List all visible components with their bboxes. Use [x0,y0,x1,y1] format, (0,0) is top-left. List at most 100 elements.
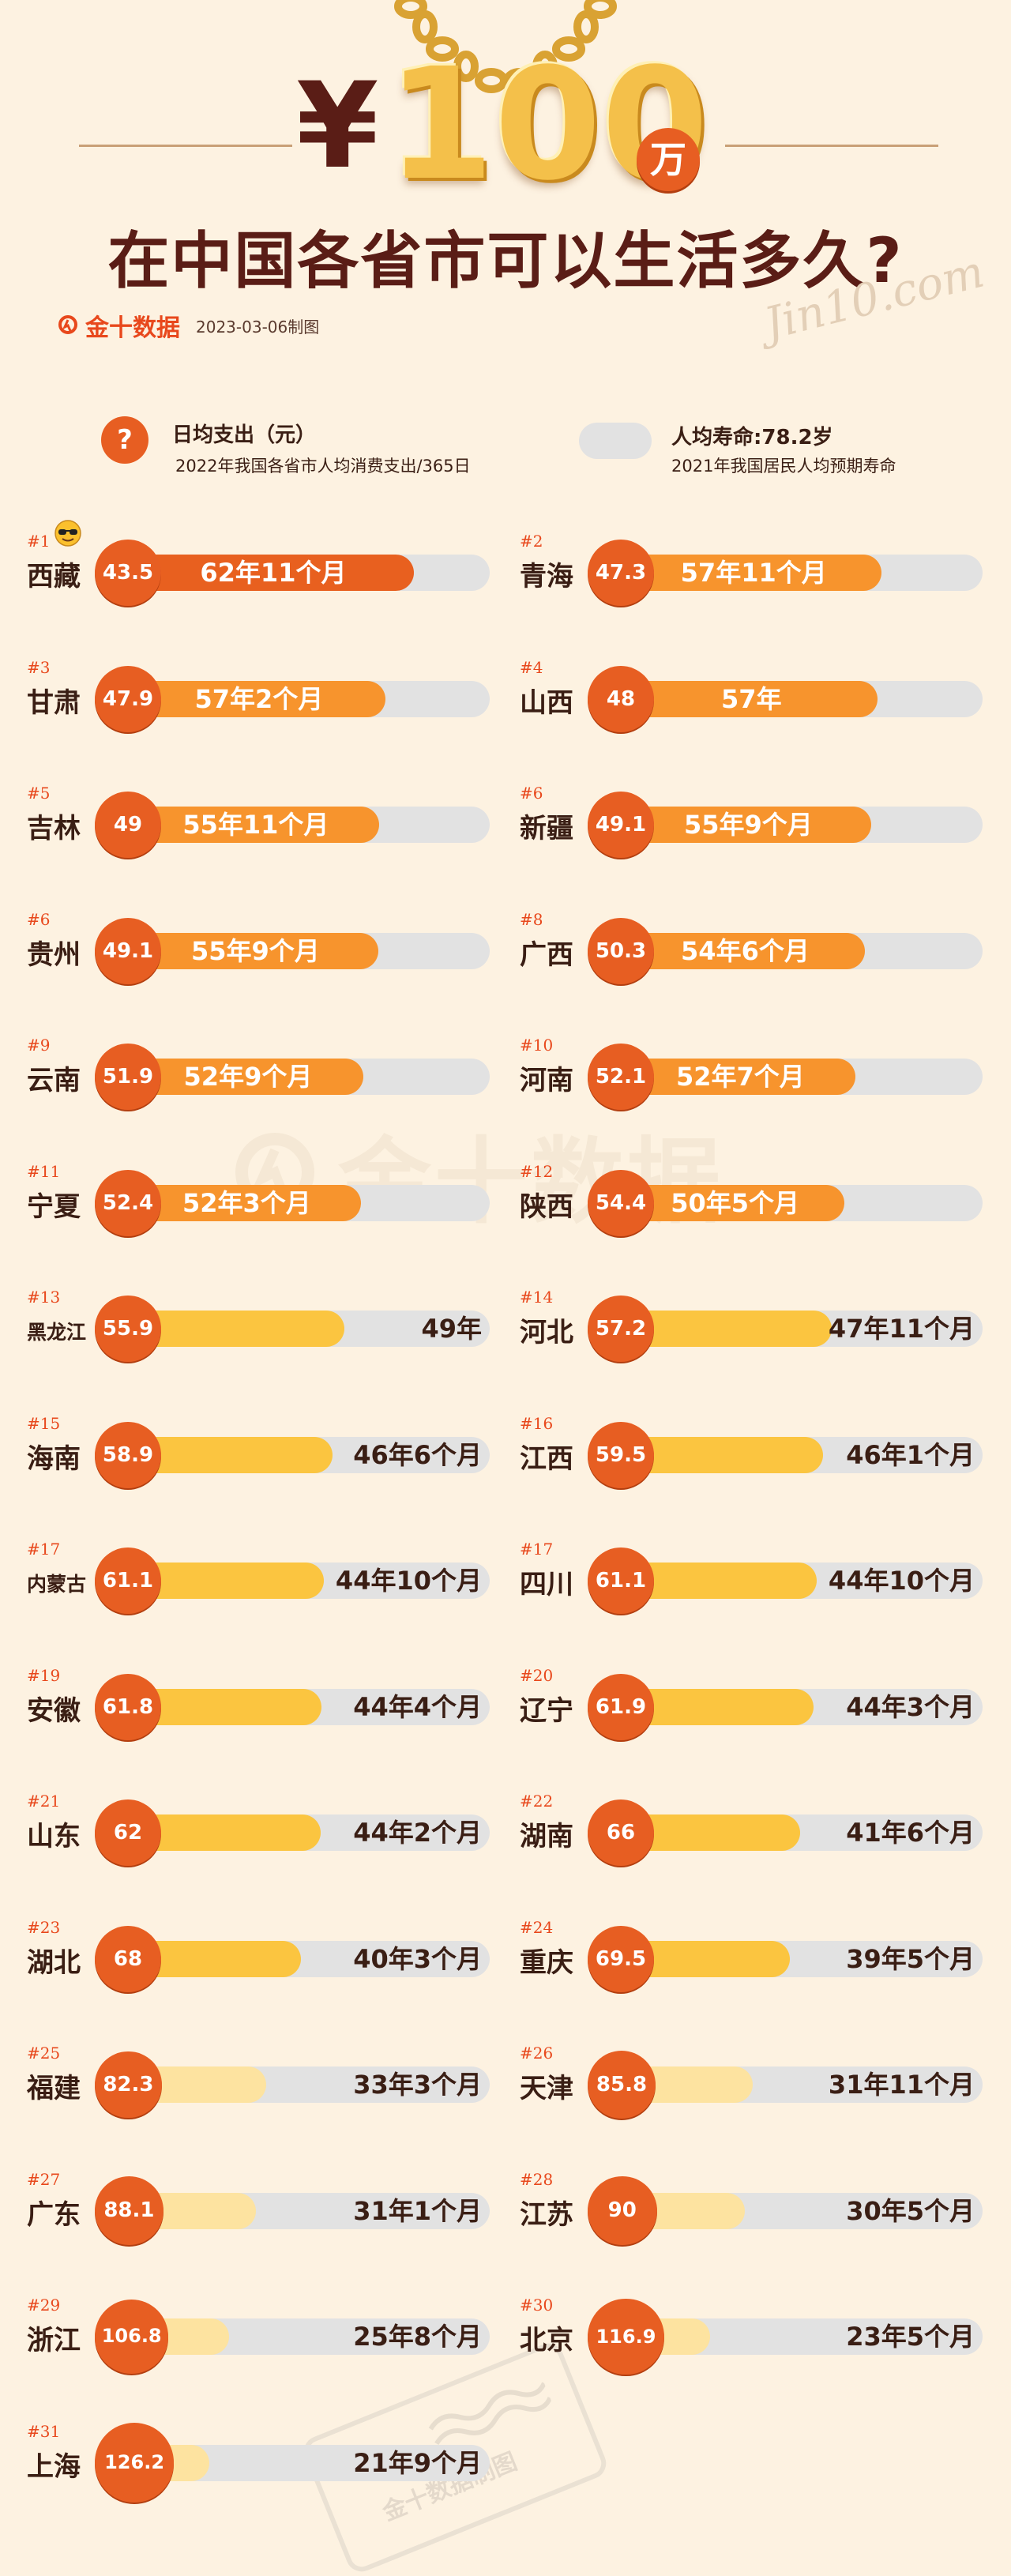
province-label: 辽宁 [520,1694,573,1727]
daily-expense-badge: 106.8 [95,2300,169,2374]
rank-label: #20 [520,1665,554,1685]
rank-label: #30 [520,2296,554,2315]
stamp-watermark: 金十数据制图 [299,2338,611,2576]
province-label: 甘肃 [27,686,81,719]
province-label: 福建 [27,2073,81,2104]
province-label: 江西 [520,1442,573,1475]
legend-expense-subtitle: 2022年我国各省市人均消费支出/365日 [175,457,471,476]
duration-label: 46年6个月 [353,1439,482,1470]
duration-label: 25年8个月 [353,2322,482,2352]
province-label: 上海 [27,2450,81,2483]
duration-label: 44年4个月 [353,1691,482,1722]
duration-label: 44年10个月 [335,1566,482,1596]
daily-expense-badge: 69.5 [588,1925,654,1992]
daily-expense-badge: 61.1 [588,1547,654,1614]
rank-label: #16 [520,1413,554,1433]
duration-label: 49年 [421,1314,482,1344]
province-label: 河北 [520,1317,573,1348]
daily-expense-badge: 47.9 [95,665,161,732]
gold-chain-icon [394,0,617,93]
rank-label: #17 [520,1540,554,1559]
rank-label: #11 [27,1161,61,1181]
daily-expense-badge: 66 [588,1799,654,1866]
rank-label: #13 [27,1288,61,1307]
page-title: 在中国各省市可以生活多久? [107,226,904,297]
duration-label: 31年1个月 [353,2195,482,2226]
province-label: 青海 [520,561,573,592]
rank-label: #5 [27,784,51,803]
daily-expense-badge: 61.1 [95,1547,161,1614]
divider-left [79,145,292,147]
legend-expense-icon: ? [101,416,148,464]
duration-label: 31年11个月 [828,2070,975,2100]
province-label: 黑龙江 [27,1321,87,1344]
daily-expense-badge: 54.4 [588,1169,654,1236]
province-label: 新疆 [520,813,573,844]
duration-label: 44年2个月 [353,1818,482,1848]
duration-label: 57年2个月 [194,683,324,714]
province-label: 西藏 [27,561,81,592]
legend-lifespan-title: 人均寿命:78.2岁 [671,426,833,449]
duration-label: 41年6个月 [846,1818,975,1848]
legend-lifespan-subtitle: 2021年我国居民人均预期寿命 [671,457,896,476]
rank-label: #15 [27,1413,61,1433]
duration-label: 50年5个月 [671,1187,800,1218]
daily-expense-badge: 55.9 [95,1296,161,1362]
brand: 金十数据 2023-03-06制图 [57,310,319,342]
daily-expense-badge: 57.2 [588,1296,654,1362]
daily-expense-badge: 68 [95,1925,161,1992]
rank-label: #4 [520,657,543,677]
province-label: 陕西 [520,1190,573,1223]
duration-label: 62年11个月 [200,558,347,588]
daily-expense-badge: 88.1 [95,2176,163,2245]
duration-label: 55年11个月 [182,810,329,840]
province-label: 宁夏 [27,1190,81,1223]
daily-expense-badge: 52.1 [588,1044,654,1110]
daily-expense-badge: 82.3 [95,2051,162,2119]
rank-label: #28 [520,2169,554,2189]
province-label: 北京 [520,2325,573,2356]
rank-label: #24 [520,1917,554,1937]
duration-label: 52年3个月 [182,1187,311,1218]
rank-label: #8 [520,909,543,929]
province-label: 广西 [520,938,573,971]
daily-expense-badge: 62 [95,1799,161,1866]
daily-expense-badge: 61.9 [588,1673,654,1740]
duration-label: 52年7个月 [675,1062,805,1092]
rank-label: #6 [27,909,51,929]
duration-label: 39年5个月 [846,1943,975,1974]
daily-expense-badge: 90 [588,2175,657,2246]
rank-label: #6 [520,784,543,803]
rank-label: #10 [520,1036,554,1055]
daily-expense-badge: 126.2 [95,2423,175,2503]
daily-expense-badge: 58.9 [95,1421,161,1488]
duration-label: 57年 [721,683,782,714]
province-label: 山西 [520,686,573,719]
daily-expense-badge: 85.8 [588,2050,656,2119]
duration-label: 44年3个月 [846,1691,975,1722]
duration-label: 47年11个月 [828,1314,975,1344]
province-label: 云南 [27,1065,81,1096]
duration-label: 33年3个月 [353,2070,482,2100]
rank-label: #21 [27,1792,61,1811]
rank-label: #26 [520,2044,554,2063]
duration-label: 21年9个月 [353,2447,482,2478]
duration-label: 30年5个月 [846,2195,975,2226]
rank-label: #17 [27,1540,61,1559]
daily-expense-badge: 49.1 [588,792,654,858]
brand-logo-icon [58,315,77,334]
daily-expense-badge: 47.3 [588,540,654,606]
divider-right [725,145,938,147]
province-label: 湖北 [27,1946,81,1979]
daily-expense-badge: 49 [95,792,161,858]
brand-name: 金十数据 [85,314,180,342]
wave-icon [428,2382,553,2446]
rank-label: #25 [27,2044,61,2063]
daily-expense-badge: 48 [588,665,654,732]
rank-label: #19 [27,1665,61,1685]
duration-label: 40年3个月 [353,1943,482,1974]
province-label: 吉林 [27,813,81,844]
daily-expense-badge: 49.1 [95,917,161,984]
daily-expense-badge: 52.4 [95,1169,161,1236]
